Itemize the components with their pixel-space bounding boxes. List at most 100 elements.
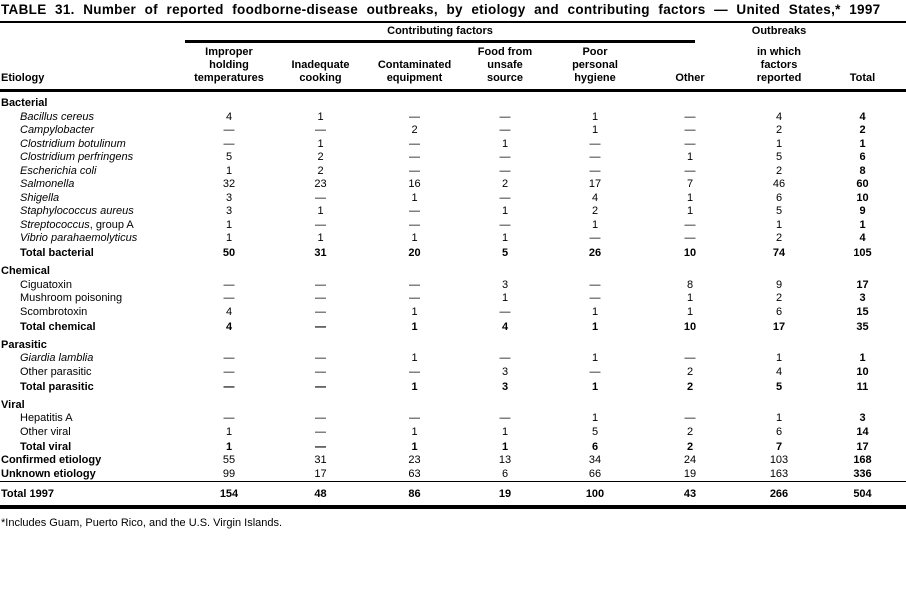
value-cell: 1 (591, 124, 599, 136)
value-cell: 46 (772, 178, 786, 190)
value-cell: 1 (859, 137, 866, 150)
column-header-contaminated-equipment: Contaminated equipment (368, 43, 461, 92)
table-row: Giardia lamblia — — 1 — 1 — 1 1 (0, 352, 906, 366)
value-cell: 3 (859, 412, 866, 424)
value-cell: — (223, 412, 235, 424)
etiology-column-header: Etiology (0, 43, 185, 92)
table-row: Clostridium botulinum — 1 — 1 — — 1 1 (0, 137, 906, 151)
table-row: Other viral 1 — 1 1 5 2 6 14 (0, 425, 906, 439)
etiology-label: Giardia lamblia (20, 352, 94, 364)
value-cell: 2 (501, 178, 509, 190)
etiology-label: Ciguatoxin (20, 278, 72, 291)
etiology-label: Hepatitis A (20, 412, 73, 424)
value-cell: 60 (856, 178, 869, 190)
value-cell: — (409, 110, 420, 123)
section-heading: Viral (1, 398, 25, 411)
value-cell: 1 (591, 380, 599, 393)
table-row: Hepatitis A — — — — 1 — 1 3 (0, 412, 906, 426)
value-cell: — (684, 137, 696, 150)
value-cell: — (315, 292, 326, 304)
table-row: Ciguatoxin — — — 3 — 8 9 17 (0, 278, 906, 292)
value-cell: 43 (641, 480, 739, 505)
value-cell: 7 (686, 178, 694, 190)
value-cell: 2 (686, 365, 694, 378)
value-cell: — (223, 124, 235, 136)
value-cell: 10 (856, 191, 869, 204)
value-cell: 266 (739, 480, 819, 505)
etiology-label: Total parasitic (20, 380, 94, 393)
table-row: Other parasitic — — — 3 — 2 4 10 (0, 365, 906, 379)
value-cell: 4 (775, 110, 783, 123)
value-cell: 20 (408, 247, 421, 259)
etiology-label: Shigella (20, 191, 60, 204)
value-cell: 1 (411, 191, 418, 204)
value-cell: — (409, 205, 420, 217)
value-cell: 1 (501, 232, 509, 244)
value-cell: — (684, 164, 696, 177)
value-cell: — (589, 292, 601, 304)
value-cell: 48 (273, 480, 368, 505)
value-cell: 1 (859, 352, 866, 364)
value-cell: 19 (683, 467, 697, 480)
table-row: Total parasitic — — 1 3 1 2 5 11 (0, 379, 906, 394)
value-cell: 8 (686, 278, 694, 291)
value-cell: 3 (225, 205, 233, 217)
value-cell: 6 (591, 440, 599, 453)
value-cell: 1 (775, 352, 783, 364)
value-cell: — (223, 352, 235, 364)
value-cell: 1 (225, 440, 233, 453)
title-rule (0, 21, 906, 23)
value-cell: 6 (501, 467, 509, 480)
value-cell: — (684, 110, 696, 123)
value-cell: 163 (769, 467, 789, 480)
value-cell: 4 (775, 365, 783, 378)
value-cell: 3 (859, 292, 866, 304)
column-header-improper-holding: Improper holding temperatures (185, 43, 273, 92)
value-cell: — (223, 292, 235, 304)
value-cell: 1 (225, 232, 233, 244)
value-cell: 1 (411, 232, 418, 244)
table-row: Staphylococcus aureus 3 1 — 1 2 1 5 9 (0, 205, 906, 219)
value-cell: 1 (317, 205, 324, 217)
etiology-label: Other parasitic (20, 365, 92, 378)
contributing-factors-group: Contributing factors (185, 25, 739, 43)
group-header-row: Contributing factors Outbreaks (0, 25, 906, 43)
value-cell: — (223, 137, 235, 150)
table-row: Escherichia coli 1 2 — — — — 2 8 (0, 164, 906, 178)
value-cell: — (499, 412, 511, 424)
table-row: Salmonella 32 23 16 2 17 7 46 60 (0, 178, 906, 192)
etiology-label: Total chemical (20, 320, 96, 333)
etiology-label: Confirmed etiology (1, 454, 102, 466)
value-cell: 4 (225, 110, 233, 123)
value-cell: 17 (772, 320, 786, 333)
value-cell: 1 (225, 164, 233, 177)
value-cell: 2 (775, 164, 783, 177)
value-cell: — (684, 412, 696, 424)
value-cell: — (409, 365, 420, 378)
value-cell: 5 (775, 380, 783, 393)
table-row: Total chemical 4 — 1 4 1 10 17 35 (0, 319, 906, 334)
value-cell: — (684, 352, 696, 364)
value-cell: — (315, 191, 326, 204)
section-heading-row: Parasitic (0, 334, 906, 352)
value-cell: 1 (686, 205, 694, 217)
value-cell: 1 (411, 320, 418, 333)
table-row: Total 1997 154 48 86 19 100 43 266 504 (0, 480, 906, 505)
value-cell: 32 (222, 178, 236, 190)
value-cell: 1 (411, 380, 418, 393)
value-cell: 17 (856, 440, 869, 453)
section-heading-row: Chemical (0, 260, 906, 278)
section-heading-row: Bacterial (0, 91, 906, 111)
value-cell: 99 (222, 467, 236, 480)
value-cell: 2 (686, 380, 694, 393)
value-cell: 63 (408, 467, 421, 480)
value-cell: 24 (683, 454, 697, 466)
group-header-empty (0, 25, 185, 43)
value-cell: — (409, 218, 420, 231)
value-cell: 15 (856, 305, 869, 318)
value-cell: 74 (772, 247, 786, 259)
value-cell: 4 (859, 232, 866, 244)
value-cell: 1 (591, 320, 599, 333)
value-cell: 103 (769, 454, 789, 466)
value-cell: 2 (775, 292, 783, 304)
